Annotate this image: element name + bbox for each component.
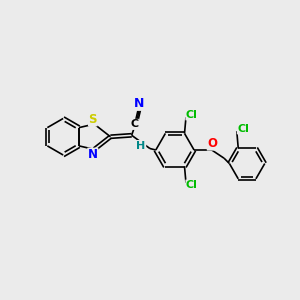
Text: C: C xyxy=(130,119,139,129)
Text: Cl: Cl xyxy=(186,110,198,120)
Text: Cl: Cl xyxy=(186,180,198,190)
Text: H: H xyxy=(136,141,146,151)
Text: N: N xyxy=(134,97,144,110)
Text: O: O xyxy=(207,137,217,150)
Text: Cl: Cl xyxy=(237,124,249,134)
Text: N: N xyxy=(88,148,98,161)
Text: S: S xyxy=(88,113,97,126)
